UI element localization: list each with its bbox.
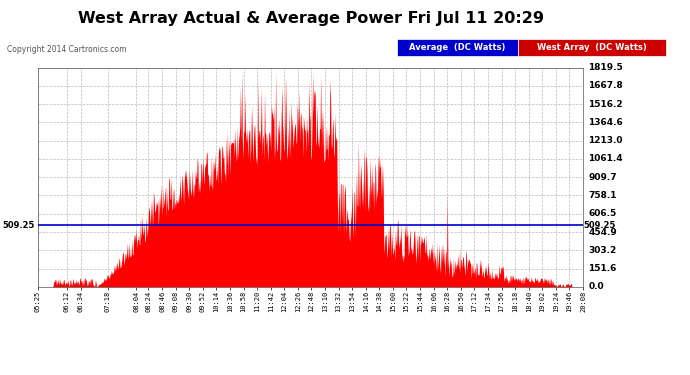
Text: 151.6: 151.6	[589, 264, 617, 273]
Text: 1667.8: 1667.8	[589, 81, 623, 90]
Text: 303.2: 303.2	[589, 246, 617, 255]
Text: 454.9: 454.9	[589, 228, 617, 237]
Text: 1364.6: 1364.6	[589, 118, 623, 127]
Text: 758.1: 758.1	[589, 191, 617, 200]
Text: 1061.4: 1061.4	[589, 154, 623, 164]
Text: Copyright 2014 Cartronics.com: Copyright 2014 Cartronics.com	[7, 45, 126, 54]
Text: 509.25: 509.25	[583, 221, 615, 230]
Text: Average  (DC Watts): Average (DC Watts)	[409, 43, 505, 52]
Text: 1819.5: 1819.5	[589, 63, 623, 72]
Text: 0.0: 0.0	[589, 282, 604, 291]
Text: 606.5: 606.5	[589, 209, 617, 218]
Text: West Array  (DC Watts): West Array (DC Watts)	[537, 43, 647, 52]
Text: West Array Actual & Average Power Fri Jul 11 20:29: West Array Actual & Average Power Fri Ju…	[77, 11, 544, 26]
Text: 1516.2: 1516.2	[589, 100, 623, 109]
Text: 909.7: 909.7	[589, 173, 617, 182]
Text: 509.25: 509.25	[3, 221, 35, 230]
Text: 1213.0: 1213.0	[589, 136, 623, 145]
